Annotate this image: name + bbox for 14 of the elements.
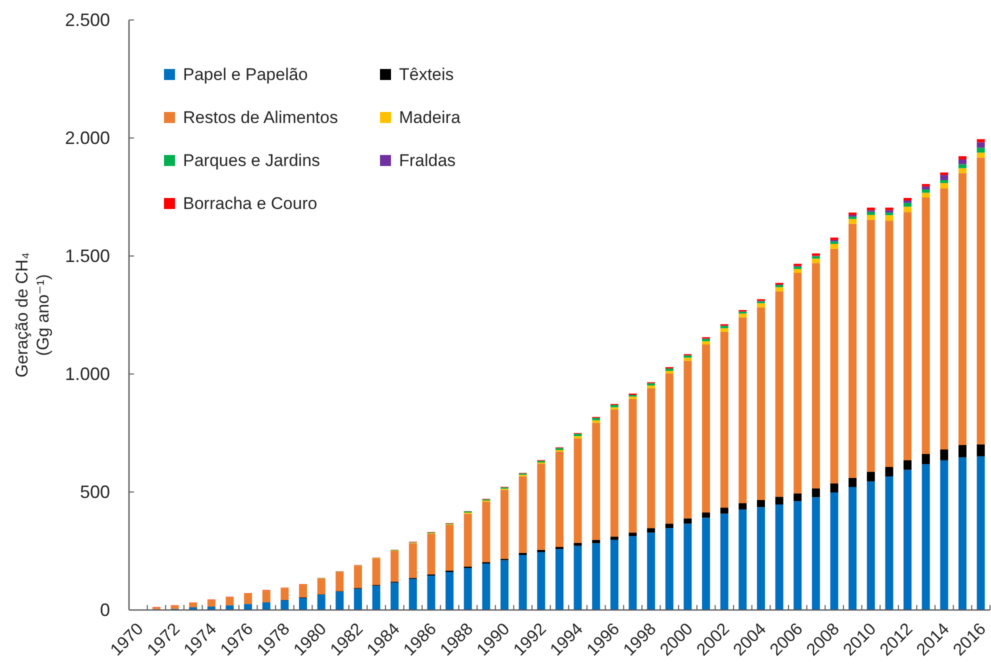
legend-label: Parques e Jardins xyxy=(183,150,320,170)
legend-label: Têxteis xyxy=(399,64,454,84)
legend-label: Fraldas xyxy=(399,150,456,170)
y-tick-label: 1.000 xyxy=(64,364,110,384)
y-tick-label: 2.000 xyxy=(64,128,110,148)
y-tick-label: 500 xyxy=(80,482,110,502)
legend-label: Madeira xyxy=(399,108,460,128)
legend-label: Papel e Papelão xyxy=(183,64,308,84)
legend-label: Restos de Alimentos xyxy=(183,108,338,128)
y-tick-label: 2.500 xyxy=(64,10,110,30)
y-tick-label: 0 xyxy=(100,600,110,620)
y-axis-title: Geração de CH₄ (Gg ano⁻¹) xyxy=(12,252,52,378)
legend-label: Borracha e Couro xyxy=(183,194,318,214)
y-tick-label: 1.500 xyxy=(64,246,110,266)
